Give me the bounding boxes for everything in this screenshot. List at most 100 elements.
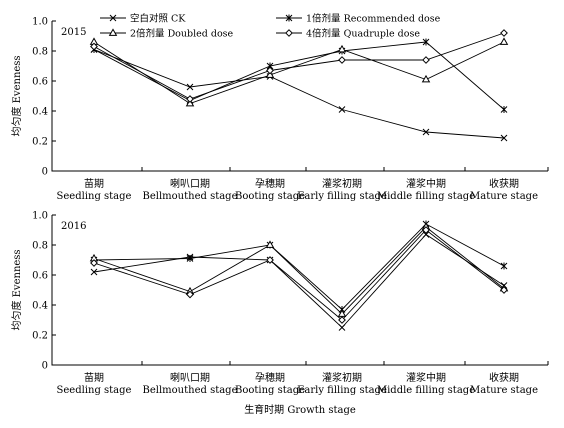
data-point: [90, 268, 98, 276]
series-star: [90, 220, 508, 313]
series-line: [93, 32, 505, 100]
legend-marker: [285, 14, 293, 22]
x-tick-label-zh: 灌浆中期: [406, 371, 446, 384]
legend: 空白对照 CK 1倍剂量 Recommended dose 2倍剂量 Doubled…: [100, 13, 441, 40]
y-tick-label: 0.2: [32, 331, 48, 342]
data-point: [500, 29, 508, 37]
y-tick-label: 0: [42, 167, 48, 178]
x-tick-label-en: Middle filling stage: [377, 191, 475, 202]
x-tick-label-en: Booting stage: [235, 191, 305, 202]
data-point: [186, 290, 194, 299]
x-tick-label-zh: 收获期: [489, 177, 519, 190]
series-x: [90, 46, 508, 142]
x-tick-label-en: Early filling stage: [297, 191, 387, 202]
series-triangle: [89, 37, 509, 107]
x-tick-label-zh: 苗期: [84, 178, 104, 190]
series-line: [93, 229, 505, 321]
series-line: [93, 49, 505, 139]
data-point: [90, 259, 98, 267]
x-tick-label-zh: 灌浆中期: [406, 177, 446, 190]
x-tick-label-zh: 孕穗期: [255, 177, 285, 190]
series-diamond: [90, 29, 508, 103]
data-point: [186, 83, 194, 91]
x-tick-label-en: Bellmouthed stage: [143, 191, 238, 202]
legend-label: 1倍剂量 Recommended dose: [306, 13, 441, 25]
y-axis-label-2015: 均匀度 Evenness: [10, 55, 23, 136]
y-tick-label: 0.2: [32, 137, 48, 148]
y-tick-label: 0.4: [32, 107, 48, 118]
data-point: [186, 95, 194, 103]
data-point: [422, 128, 430, 136]
legend-marker: [109, 14, 117, 22]
x-tick-label-zh: 喇叭口期: [170, 372, 210, 384]
x-tick-label-zh: 灌浆初期: [322, 371, 362, 384]
data-point: [422, 56, 430, 64]
x-tick-label-en: Bellmouthed stage: [143, 385, 238, 396]
year-label-2015: 2015: [61, 27, 86, 38]
y-tick-label: 1.0: [32, 211, 48, 222]
series-line: [93, 41, 505, 110]
legend-entry: 4倍剂量 Quadruple dose: [276, 28, 420, 40]
y-tick-label: 0.6: [32, 77, 48, 88]
y-tick-label: 0.8: [32, 47, 48, 58]
series-line: [93, 223, 505, 311]
data-point: [338, 316, 346, 324]
axes-2016: [51, 215, 548, 366]
legend-label: 空白对照 CK: [130, 13, 186, 25]
data-point: [338, 106, 346, 113]
legend-marker: [285, 29, 293, 37]
series-line: [93, 233, 505, 329]
series-star: [90, 38, 508, 113]
series-line: [93, 226, 505, 315]
y-axis-label-2016: 均匀度 Evenness: [10, 249, 23, 330]
data-point: [338, 324, 346, 331]
x-tick-label-zh: 苗期: [84, 372, 104, 384]
x-tick-label-en: Mature stage: [470, 191, 538, 202]
panel-2015: 2015 均匀度 Evenness 0 0.2 0.4 0.6 0.8 1.0 苗期See…: [10, 13, 549, 202]
x-tick-label-en: Seedling stage: [57, 385, 132, 396]
series-diamond: [90, 226, 508, 324]
y-tick-label: 0.4: [32, 301, 48, 312]
x-tick-label-en: Booting stage: [235, 385, 305, 396]
legend-label: 4倍剂量 Quadruple dose: [306, 28, 420, 40]
x-tick-label-zh: 喇叭口期: [170, 178, 210, 190]
year-label-2016: 2016: [61, 221, 86, 232]
data-point: [266, 256, 274, 264]
data-point: [500, 286, 508, 294]
x-tick-label-en: Mature stage: [470, 385, 538, 396]
legend-label: 2倍剂量 Doubled dose: [130, 28, 234, 40]
data-point: [338, 56, 346, 64]
x-tick-label-zh: 灌浆初期: [322, 177, 362, 190]
y-tick-label: 1.0: [32, 17, 48, 28]
series-triangle: [89, 222, 509, 317]
data-point: [500, 106, 508, 113]
legend-entry: 空白对照 CK: [100, 13, 186, 25]
legend-marker: [108, 28, 118, 36]
data-point: [90, 42, 98, 51]
data-point: [500, 262, 508, 270]
x-tick-label-zh: 收获期: [489, 371, 519, 384]
legend-entry: 1倍剂量 Recommended dose: [276, 13, 441, 25]
x-tick-label-en: Middle filling stage: [377, 385, 475, 396]
data-point: [266, 66, 274, 75]
x-tick-label-en: Early filling stage: [297, 385, 387, 396]
y-tick-label: 0.8: [32, 241, 48, 252]
data-point: [186, 255, 194, 262]
legend-entry: 2倍剂量 Doubled dose: [100, 28, 234, 40]
data-point: [265, 240, 275, 248]
y-tick-label: 0.6: [32, 271, 48, 282]
data-point: [421, 74, 431, 83]
series-line: [93, 41, 505, 104]
panel-2016: 2016 均匀度 Evenness 0 0.2 0.4 0.6 0.8 1.0 苗期See…: [10, 211, 549, 396]
x-tick-label-zh: 孕穗期: [255, 371, 285, 384]
series-x: [90, 231, 508, 331]
data-point: [337, 44, 347, 53]
data-point: [500, 134, 508, 142]
x-axis-label: 生育时期 Growth stage: [244, 403, 356, 416]
y-tick-label: 0: [42, 361, 48, 372]
x-tick-label-en: Seedling stage: [57, 191, 132, 202]
data-point: [499, 37, 509, 45]
data-point: [422, 226, 430, 234]
